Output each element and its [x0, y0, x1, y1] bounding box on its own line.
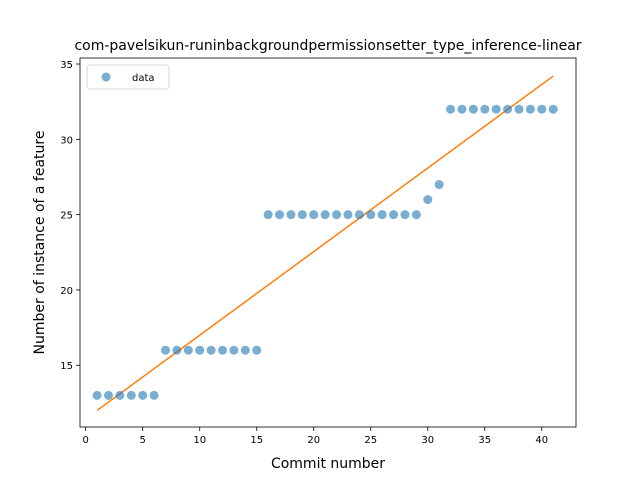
data-point [434, 180, 444, 190]
chart-title: com-pavelsikun-runinbackgroundpermission… [74, 38, 581, 54]
legend-frame [86, 64, 170, 90]
x-tick-label: 15 [250, 435, 263, 446]
data-point [366, 210, 376, 220]
y-tick-label: 35 [60, 60, 73, 71]
y-tick-label: 30 [60, 135, 73, 146]
data-point [468, 104, 478, 114]
x-tick-label: 30 [421, 435, 434, 446]
data-point [343, 210, 353, 220]
data-points-layer [92, 104, 558, 400]
data-point [263, 210, 273, 220]
legend: data [86, 64, 170, 90]
data-point [503, 104, 513, 114]
data-point [297, 210, 307, 220]
data-point [161, 345, 171, 355]
x-tick-label: 5 [140, 435, 146, 446]
data-point [446, 104, 456, 114]
x-tick-label: 40 [535, 435, 548, 446]
data-point [320, 210, 330, 220]
plot-area [79, 57, 577, 428]
data-point [183, 345, 193, 355]
data-point [229, 345, 239, 355]
y-axis-label: Number of instance of a feature [32, 131, 48, 355]
legend-label: data [132, 73, 155, 84]
data-point [252, 345, 262, 355]
data-point [286, 210, 296, 220]
x-tick-label: 0 [83, 435, 89, 446]
data-point [332, 210, 342, 220]
data-point [92, 390, 102, 400]
data-point [126, 390, 136, 400]
y-tick-label: 25 [60, 211, 73, 222]
data-point [138, 390, 148, 400]
x-axis-label: Commit number [271, 456, 385, 472]
x-axis-ticks: 0 5 10 15 20 25 30 35 40 [83, 427, 548, 446]
x-tick-label: 35 [478, 435, 491, 446]
data-point [149, 390, 159, 400]
data-point [491, 104, 501, 114]
data-point [457, 104, 467, 114]
y-axis-ticks: 15 20 25 30 35 [60, 60, 80, 372]
y-tick-label: 15 [60, 361, 73, 372]
data-point [240, 345, 250, 355]
data-point [115, 390, 125, 400]
data-point [172, 345, 182, 355]
data-point [275, 210, 285, 220]
data-point [195, 345, 205, 355]
data-point [354, 210, 364, 220]
data-point [537, 104, 547, 114]
data-point [389, 210, 399, 220]
data-point [480, 104, 490, 114]
data-point [411, 210, 421, 220]
data-point [309, 210, 319, 220]
legend-marker [101, 72, 111, 82]
data-point [104, 390, 114, 400]
data-point [400, 210, 410, 220]
data-point [423, 195, 433, 205]
fit-line-layer [96, 75, 554, 412]
data-point [514, 104, 524, 114]
x-tick-label: 20 [307, 435, 320, 446]
plot-frame [79, 57, 577, 428]
data-point [525, 104, 535, 114]
data-point [377, 210, 387, 220]
x-tick-label: 25 [364, 435, 377, 446]
y-tick-label: 20 [60, 286, 73, 297]
data-point [548, 104, 558, 114]
x-tick-label: 10 [193, 435, 206, 446]
data-point [218, 345, 228, 355]
fit-line [96, 75, 554, 412]
data-point [206, 345, 216, 355]
